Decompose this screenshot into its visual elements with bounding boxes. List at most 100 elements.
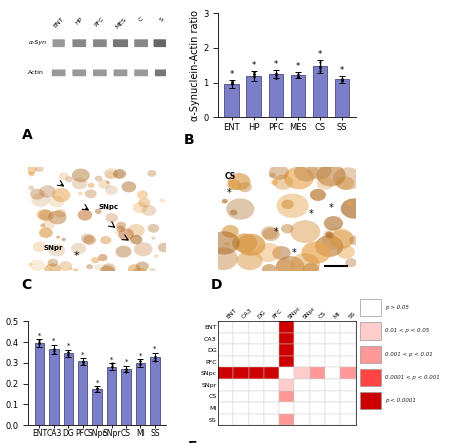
Circle shape (349, 236, 362, 245)
Point (316, 62, 324, 70)
Circle shape (116, 245, 131, 258)
Circle shape (121, 181, 136, 192)
Bar (218, 356, 233, 368)
Text: *: * (95, 379, 99, 385)
Bar (218, 344, 233, 356)
Bar (325, 414, 340, 425)
Bar (310, 391, 325, 402)
Circle shape (106, 181, 110, 184)
Point (108, 360, 115, 367)
Circle shape (310, 189, 326, 201)
Bar (325, 321, 340, 333)
Circle shape (230, 210, 237, 215)
Text: *: * (139, 353, 142, 358)
Circle shape (147, 170, 156, 177)
Circle shape (105, 185, 118, 195)
Point (108, 360, 115, 367)
Bar (360, 299, 381, 316)
Circle shape (329, 230, 354, 249)
Point (108, 363, 115, 370)
Text: 0.01 < p < 0.05: 0.01 < p < 0.05 (385, 328, 429, 334)
Circle shape (209, 231, 239, 254)
Bar (291, 75, 305, 117)
FancyBboxPatch shape (155, 70, 169, 76)
Bar (264, 414, 279, 425)
Circle shape (301, 241, 331, 264)
Circle shape (333, 167, 363, 190)
Point (272, 71, 280, 78)
Circle shape (222, 199, 228, 203)
Bar (310, 414, 325, 425)
Circle shape (232, 233, 257, 253)
Circle shape (322, 227, 352, 250)
Point (151, 358, 159, 365)
FancyBboxPatch shape (93, 70, 107, 76)
Bar (264, 368, 279, 379)
Circle shape (78, 210, 92, 221)
Text: *: * (81, 352, 84, 358)
Text: *: * (227, 188, 231, 198)
Circle shape (72, 168, 90, 182)
Bar (249, 321, 264, 333)
Bar (233, 356, 249, 368)
Circle shape (104, 168, 118, 179)
Text: 0.001 < p < 0.01: 0.001 < p < 0.01 (385, 352, 433, 357)
Y-axis label: OD value: OD value (0, 351, 3, 396)
Bar (107, 367, 116, 425)
Bar (310, 356, 325, 368)
Bar (264, 391, 279, 402)
Bar (249, 356, 264, 368)
Bar (325, 333, 340, 344)
Circle shape (31, 193, 50, 207)
Circle shape (95, 175, 102, 182)
Bar (294, 356, 310, 368)
Bar (360, 346, 381, 363)
Circle shape (116, 226, 125, 232)
Bar (294, 321, 310, 333)
Bar (360, 323, 381, 340)
Circle shape (222, 225, 239, 238)
Circle shape (55, 209, 66, 218)
Circle shape (69, 267, 73, 270)
Text: SNpr: SNpr (44, 245, 63, 252)
Circle shape (282, 200, 294, 209)
Bar (360, 392, 381, 409)
Circle shape (81, 233, 94, 244)
Point (316, 58, 324, 65)
Text: C: C (138, 16, 145, 23)
Point (338, 78, 346, 85)
Point (338, 76, 346, 83)
Bar (340, 414, 356, 425)
Circle shape (116, 222, 126, 229)
Circle shape (284, 167, 314, 189)
Bar (279, 333, 294, 344)
Circle shape (71, 243, 86, 254)
Bar (233, 321, 249, 333)
Bar (279, 368, 294, 379)
Bar (279, 414, 294, 425)
FancyBboxPatch shape (73, 70, 86, 76)
Bar (78, 361, 87, 425)
Bar (233, 333, 249, 344)
Circle shape (317, 164, 346, 187)
Point (250, 74, 257, 81)
Point (272, 71, 280, 78)
Bar (310, 368, 325, 379)
Point (272, 74, 280, 81)
Point (272, 70, 280, 77)
Circle shape (148, 224, 159, 233)
FancyBboxPatch shape (93, 39, 107, 47)
Bar (340, 321, 356, 333)
Bar (294, 391, 310, 402)
Text: *: * (52, 338, 55, 344)
Bar (49, 350, 58, 425)
Bar (340, 333, 356, 344)
Circle shape (94, 264, 102, 270)
Bar (150, 357, 160, 425)
Circle shape (133, 202, 147, 213)
Bar (294, 368, 310, 379)
Bar (340, 344, 356, 356)
Circle shape (346, 202, 353, 206)
Circle shape (42, 220, 55, 229)
FancyBboxPatch shape (113, 39, 128, 47)
